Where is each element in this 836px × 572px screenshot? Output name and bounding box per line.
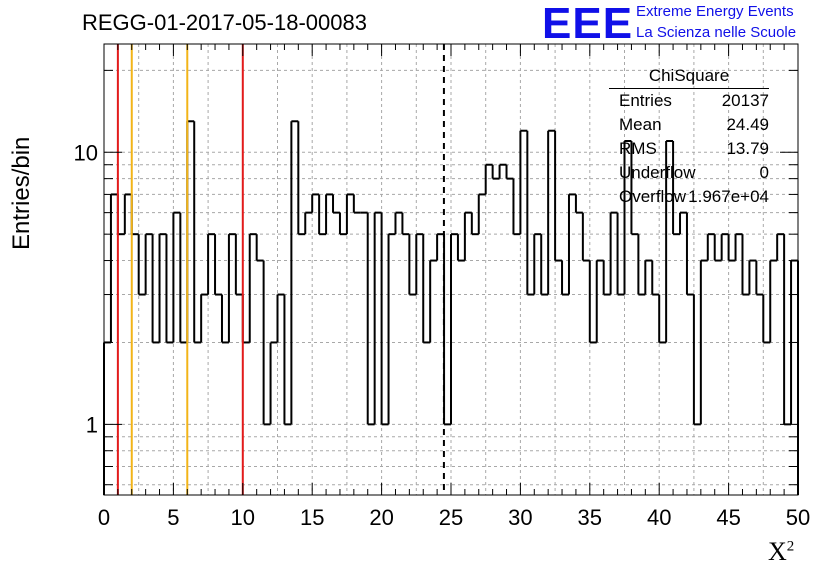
stats-key: Overflow [619,187,687,206]
y-tick-label: 10 [74,140,98,165]
brand-line-2: La Scienza nelle Scuole [636,24,797,41]
stats-key: Mean [619,115,662,134]
stats-row-entries: Entries 20137 [609,89,769,113]
brand-line-1: Extreme Energy Events [636,3,794,20]
y-axis-label: Entries/bin [8,136,35,250]
y-tick-label: 1 [86,412,98,437]
eee-logo: EEE [542,0,634,48]
stats-box: ChiSquare Entries 20137 Mean 24.49 RMS 13.7… [609,66,769,209]
x-axis-label: X2 [768,537,794,567]
x-tick-label: 5 [167,505,179,530]
x-tick-label: 10 [231,505,255,530]
stats-value: 24.49 [726,115,769,134]
x-tick-label: 25 [439,505,463,530]
stats-key: Underflow [619,163,696,182]
stats-title: ChiSquare [609,66,769,89]
x-axis-label-base: X [768,537,787,566]
stats-key: RMS [619,139,657,158]
x-axis-label-sup: 2 [786,538,795,555]
x-tick-label: 30 [508,505,532,530]
x-tick-label: 0 [98,505,110,530]
stats-key: Entries [619,91,672,110]
chart-title: REGG-01-2017-05-18-00083 [82,10,367,35]
stats-row-rms: RMS 13.79 [609,137,769,161]
stats-value: 13.79 [726,139,769,158]
stats-row-overflow: Overflow 1.967e+04 [609,185,769,209]
stats-value: 1.967e+04 [688,187,769,206]
stats-value: 20137 [721,91,769,110]
x-tick-label: 50 [786,505,810,530]
stats-value: 0 [759,163,769,182]
x-tick-label: 40 [647,505,671,530]
x-tick-label: 45 [716,505,740,530]
x-tick-label: 20 [369,505,393,530]
stats-row-underflow: Underflow 0 [609,161,769,185]
stats-row-mean: Mean 24.49 [609,113,769,137]
x-tick-label: 15 [300,505,324,530]
x-tick-label: 35 [578,505,602,530]
